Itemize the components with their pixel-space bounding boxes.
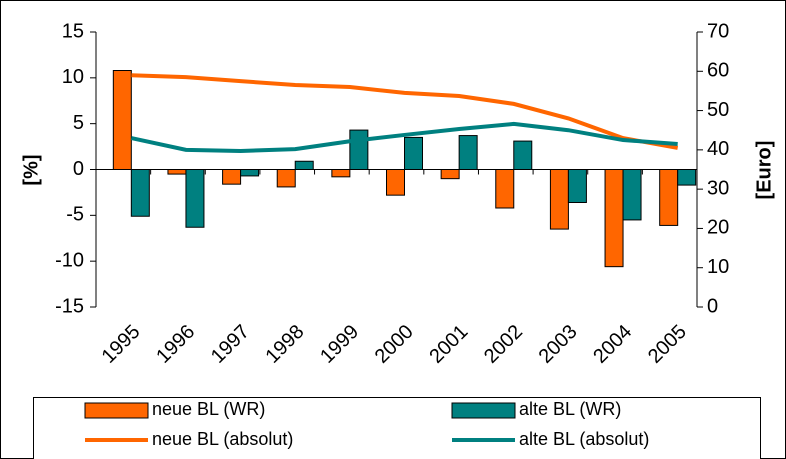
legend-label: alte BL (absolut)	[519, 429, 649, 449]
bar	[294, 160, 314, 170]
bar	[549, 169, 569, 230]
bar	[185, 169, 205, 228]
bar	[167, 169, 187, 175]
bar	[659, 169, 679, 226]
bar	[604, 169, 624, 268]
y-tick-label: 15	[62, 20, 84, 42]
bar	[677, 169, 697, 186]
legend-swatch	[84, 402, 149, 419]
bar	[458, 135, 478, 170]
bar	[130, 169, 150, 217]
y-tick-label: 5	[73, 112, 84, 134]
legend-swatch	[451, 402, 516, 419]
legend-label: alte BL (WR)	[519, 399, 621, 419]
legend-label: neue BL (WR)	[152, 399, 265, 419]
bar	[112, 70, 132, 170]
bar	[440, 169, 460, 180]
y-tick-label: 10	[62, 66, 84, 88]
bar	[495, 169, 515, 209]
legend-label: neue BL (absolut)	[152, 429, 293, 449]
bar	[622, 169, 642, 221]
y2-axis-label: [Euro]	[753, 141, 775, 200]
y2-tick-label: 70	[707, 20, 729, 42]
y-tick-label: -15	[55, 295, 84, 317]
bar	[513, 140, 533, 170]
bar	[331, 169, 351, 178]
bar	[240, 169, 260, 177]
y2-tick-label: 10	[707, 256, 729, 278]
y2-tick-label: 30	[707, 177, 729, 199]
bar	[404, 136, 423, 171]
y2-tick-label: 20	[707, 217, 729, 239]
bar	[386, 169, 405, 196]
y2-tick-label: 60	[707, 60, 729, 82]
y-tick-label: -10	[55, 249, 84, 271]
y2-tick-label: 50	[707, 99, 729, 121]
y2-tick-label: 0	[707, 295, 718, 317]
line	[131, 73, 679, 150]
y-tick-label: 0	[73, 158, 84, 180]
bar	[349, 129, 369, 170]
bar	[567, 169, 587, 203]
bar	[276, 169, 296, 188]
bar	[222, 169, 242, 185]
legend-box	[33, 397, 761, 459]
line	[130, 121, 678, 154]
y2-tick-label: 40	[707, 138, 729, 160]
y-axis-label: [%]	[20, 154, 42, 185]
y-tick-label: -5	[66, 204, 84, 226]
